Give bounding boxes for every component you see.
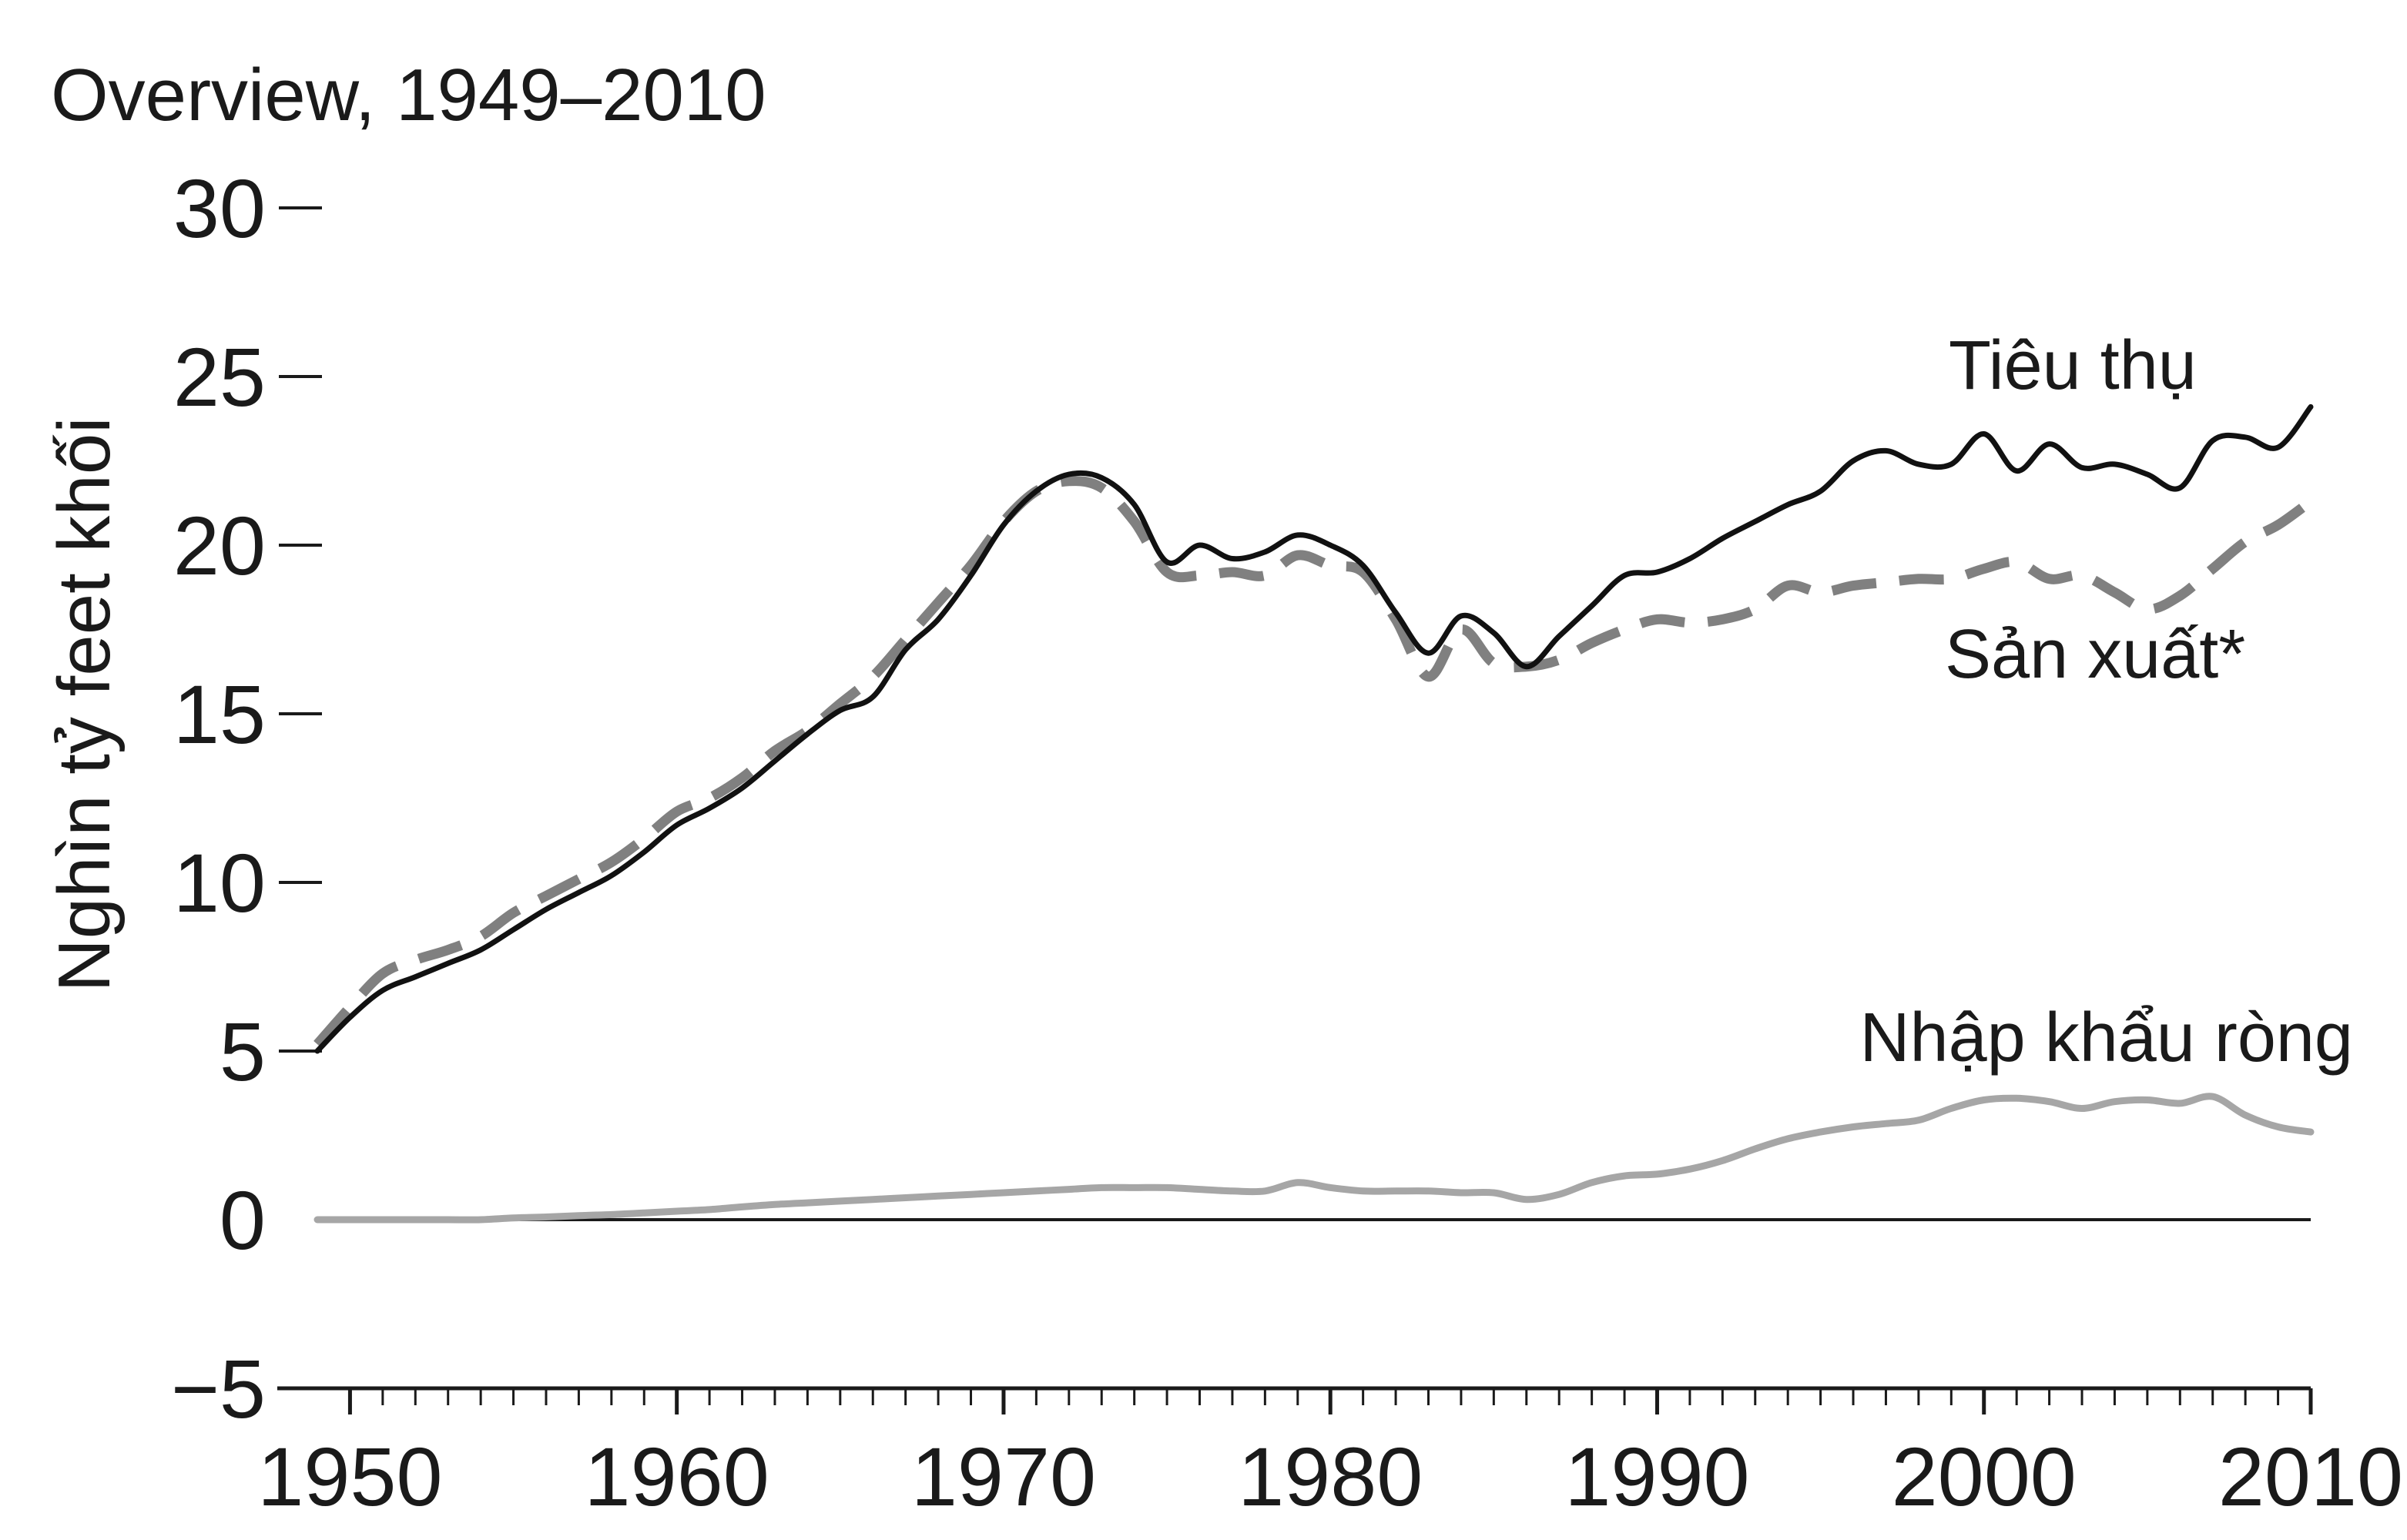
series-line-production — [313, 476, 2314, 1048]
y-tick-label: 25 — [173, 330, 266, 424]
series-label-net-imports: Nhập khẩu ròng — [1860, 999, 2353, 1076]
x-tick-label: 1960 — [585, 1430, 769, 1523]
y-tick-label: 0 — [220, 1173, 266, 1267]
series-label-consumption: Tiêu thụ — [1949, 327, 2197, 404]
y-tick-label: 15 — [173, 668, 266, 761]
x-tick-label: 1970 — [911, 1430, 1096, 1523]
y-tick-label: 20 — [173, 499, 266, 592]
y-tick-label: 10 — [173, 836, 266, 929]
series-layer — [313, 403, 2315, 1224]
series-label-production: Sản xuất* — [1945, 616, 2245, 693]
x-tick-label: 1980 — [1238, 1430, 1423, 1523]
y-tick-label: 5 — [220, 1005, 266, 1098]
x-tick-label: 2000 — [1892, 1430, 2077, 1523]
chart-title: Overview, 1949–2010 — [51, 54, 766, 136]
x-tick-label: 2010 — [2218, 1430, 2403, 1523]
series-line-consumption — [314, 403, 2314, 1054]
y-axis-label: Nghìn tỷ feet khối — [43, 417, 126, 992]
x-tick-label: 1950 — [257, 1430, 442, 1523]
x-axis: 1950 1960 1970 1980 1990 2000 2010 — [257, 1386, 2403, 1523]
y-tick-label: 30 — [173, 162, 266, 255]
y-axis: −5 0 5 10 15 20 25 30 — [171, 162, 2311, 1435]
series-labels: Tiêu thụ Sản xuất* Nhập khẩu ròng — [1860, 327, 2353, 1076]
series-line-net-imports — [313, 1093, 2315, 1224]
x-tick-label: 1990 — [1564, 1430, 1749, 1523]
y-tick-label: −5 — [171, 1342, 266, 1435]
